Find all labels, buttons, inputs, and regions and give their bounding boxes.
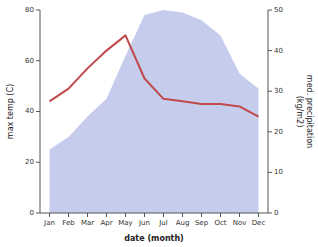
y2-tick-label: 20 <box>274 128 283 136</box>
y2-axis-label: med. precipitation(kg/m2) <box>295 75 314 148</box>
y2-tick-label: 50 <box>274 6 283 14</box>
y2-tick-label: 0 <box>274 209 278 217</box>
y2-tick-label: 40 <box>274 47 283 55</box>
x-tick <box>87 213 88 217</box>
x-tick-label: Jun <box>138 219 150 227</box>
x-tick-label: Apr <box>100 219 112 227</box>
x-tick <box>144 213 145 217</box>
y2-tick <box>268 91 272 92</box>
y2-axis-label-line: (kg/m2) <box>295 96 304 128</box>
plot-area <box>50 10 259 213</box>
x-tick <box>239 213 240 217</box>
y2-tick <box>268 10 272 11</box>
x-tick-label: Mar <box>81 219 94 227</box>
y2-tick <box>268 50 272 51</box>
chart: 0 20 40 60 80 0 10 20 30 40 50 Jan Feb Mar Apr May Jun Ju… <box>0 0 318 247</box>
x-tick-label: Nov <box>233 219 247 227</box>
x-tick-label: May <box>118 219 132 227</box>
y-tick <box>36 111 40 112</box>
y-tick <box>36 60 40 61</box>
x-tick <box>220 213 221 217</box>
x-axis-line <box>40 213 268 214</box>
y2-tick-label: 10 <box>274 168 283 176</box>
x-tick <box>68 213 69 217</box>
x-tick-label: Dec <box>252 219 266 227</box>
x-tick <box>163 213 164 217</box>
y2-tick-label: 30 <box>274 87 283 95</box>
x-tick-label: Sep <box>195 219 209 227</box>
temp-line <box>50 35 259 116</box>
y-tick <box>36 10 40 11</box>
y2-tick <box>268 213 272 214</box>
x-tick-label: Aug <box>176 219 190 227</box>
x-tick-label: Jul <box>158 219 168 227</box>
y2-tick <box>268 131 272 132</box>
y-tick-label: 0 <box>30 209 34 217</box>
y2-tick <box>268 172 272 173</box>
precip-area <box>50 10 259 213</box>
y-axis-label: max temp (C) <box>6 84 15 139</box>
x-tick-label: Oct <box>214 219 226 227</box>
x-tick <box>182 213 183 217</box>
x-tick <box>258 213 259 217</box>
x-tick <box>125 213 126 217</box>
y-tick <box>36 213 40 214</box>
x-axis-label: date (month) <box>124 234 184 243</box>
y-tick <box>36 162 40 163</box>
x-tick-label: Jan <box>43 219 55 227</box>
y2-axis-line <box>268 10 269 213</box>
x-tick <box>201 213 202 217</box>
x-tick <box>106 213 107 217</box>
y-tick-label: 20 <box>25 158 34 166</box>
x-tick-label: Feb <box>62 219 75 227</box>
y-tick-label: 80 <box>25 6 34 14</box>
y-tick-label: 40 <box>25 107 34 115</box>
x-tick <box>49 213 50 217</box>
y2-axis-label-line: med. precipitation <box>305 75 314 148</box>
y-tick-label: 60 <box>25 57 34 65</box>
